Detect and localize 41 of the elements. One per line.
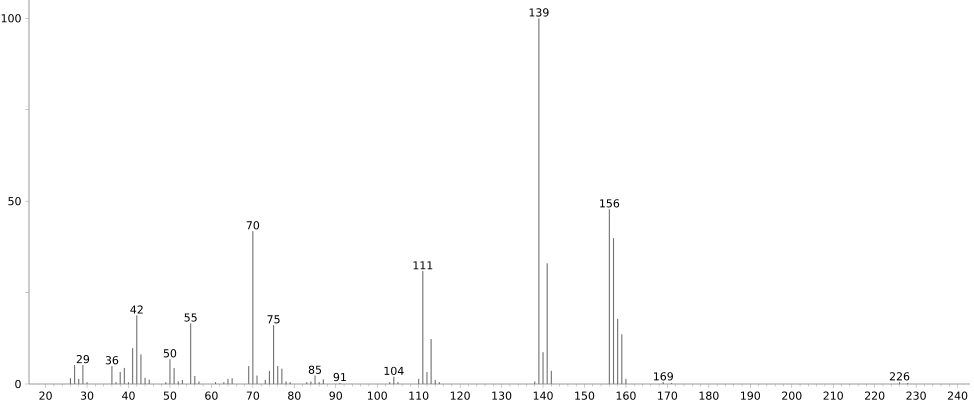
x-tick-label: 80	[288, 392, 301, 400]
annotation: 85	[308, 366, 322, 374]
y-tick-label: 100	[2, 14, 21, 22]
x-tick-label: 20	[39, 392, 52, 400]
annotation: 70	[246, 221, 260, 230]
x-tick-label: 60	[205, 392, 218, 400]
x-tick-label: 130	[492, 392, 512, 400]
x-tick-label: 90	[329, 392, 342, 400]
x-tick-label: 170	[658, 392, 678, 400]
annotation: 104	[384, 366, 404, 375]
annotation: 36	[106, 356, 118, 364]
annotation: 55	[184, 313, 197, 322]
annotation: 226	[890, 372, 910, 380]
annotation: 139	[530, 8, 549, 17]
y-tick-label: 50	[8, 197, 21, 206]
x-tick-label: 40	[122, 392, 135, 400]
annotation: 111	[414, 261, 432, 270]
annotation: 42	[130, 305, 143, 314]
x-tick-label: 150	[575, 392, 594, 400]
annotation: 156	[600, 199, 620, 208]
x-tick-label: 230	[906, 392, 926, 400]
x-tick-label: 110	[409, 392, 428, 400]
annotation: 29	[76, 355, 90, 364]
x-tick-label: 240	[948, 392, 968, 400]
x-tick-label: 200	[782, 392, 802, 400]
annotation: 169	[654, 372, 673, 380]
x-tick-label: 70	[246, 392, 260, 400]
x-tick-label: 180	[700, 392, 719, 400]
x-tick-label: 220	[865, 392, 884, 400]
x-tick-label: 50	[164, 392, 176, 400]
annotation: 75	[268, 315, 280, 324]
x-tick-label: 190	[741, 392, 760, 400]
annotation: 91	[334, 372, 346, 382]
annotation: 50	[164, 349, 176, 358]
y-tick-label: 0	[15, 380, 21, 388]
x-tick-label: 30	[80, 392, 94, 400]
x-tick-label: 160	[616, 392, 636, 400]
x-tick-label: 120	[450, 392, 470, 400]
x-tick-label: 210	[824, 392, 843, 400]
x-tick-label: 140	[534, 392, 553, 400]
x-tick-label: 100	[368, 392, 387, 400]
